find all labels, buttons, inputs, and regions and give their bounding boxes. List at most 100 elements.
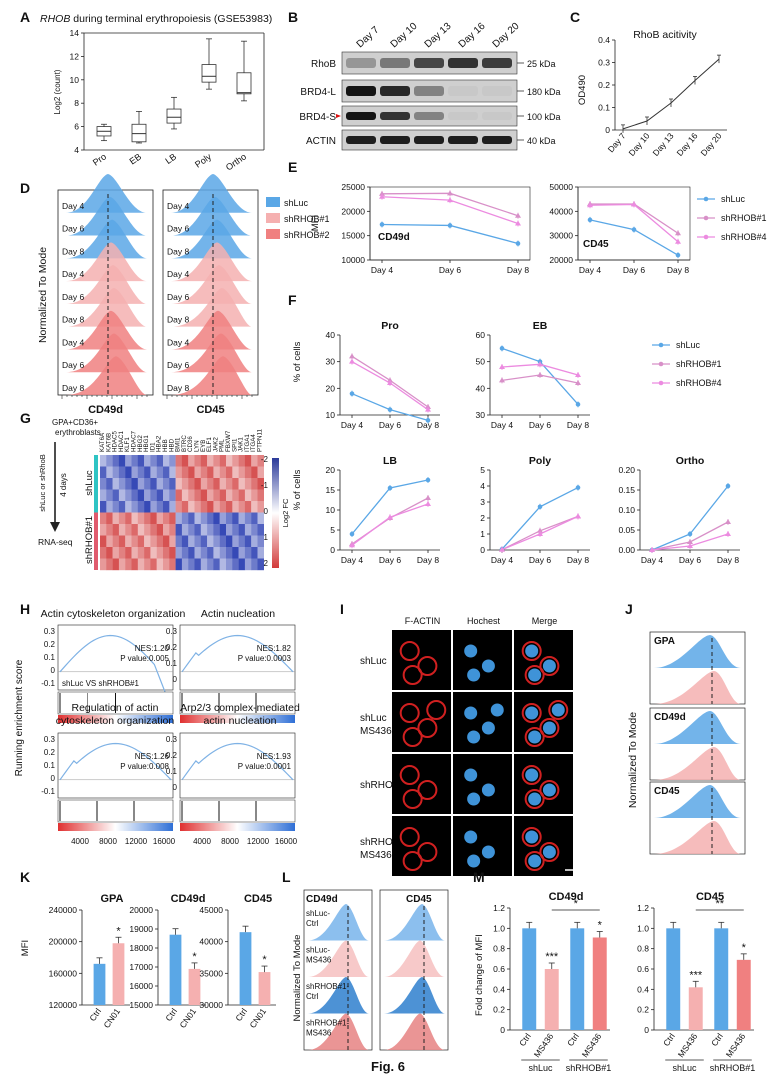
- panel-A-y-tick-label: 12: [70, 51, 80, 61]
- heatmap-cell: [175, 558, 183, 571]
- heatmap-cell: [232, 489, 239, 502]
- panel-K-CD45-bar: [258, 972, 271, 1005]
- panel-F-Ortho-y-tick-label: 0.10: [618, 505, 635, 515]
- heatmap-gene-label: PTPN11: [257, 429, 264, 452]
- panel-A-x-label: LB: [163, 151, 178, 166]
- heatmap-cell: [257, 489, 264, 502]
- panel-M-CD45-y-tick-label: 0.8: [637, 944, 649, 954]
- heatmap-cell: [156, 478, 164, 490]
- gsea-compare-label: shLuc VS shRHOB#1: [62, 679, 139, 688]
- heatmap-cell: [150, 535, 157, 548]
- panel-E-ylabel: MFI: [310, 215, 321, 231]
- panel-M-CD49d-bar: [570, 928, 585, 1030]
- heatmap-cell: [163, 547, 170, 559]
- heatmap-cell: [257, 558, 264, 571]
- panel-F-Ortho-x-tick-label: Day 4: [641, 555, 663, 565]
- blot-band: [380, 136, 410, 144]
- micro-actin-ring: [417, 656, 438, 676]
- heatmap-gene-label: HBG2: [137, 435, 144, 452]
- heatmap-cell: [181, 466, 189, 479]
- panel-K-GPA-y-tick-label: 240000: [49, 905, 78, 915]
- blot-day-label: Day 13: [423, 21, 454, 51]
- micro-actin-ring: [402, 851, 423, 871]
- heatmap-cell: [207, 466, 214, 479]
- legend-label: shLuc: [284, 198, 309, 208]
- group-label: shRHOB#1: [566, 1063, 612, 1073]
- heatmap-cell: [106, 489, 113, 502]
- legend-label: shRHOB#1: [676, 359, 722, 369]
- heatmap-gene-label: LYN: [194, 440, 201, 452]
- heatmap-cell: [175, 535, 183, 548]
- heatmap-cell: [106, 466, 113, 479]
- blot-band: [380, 112, 410, 120]
- micro-actin-ring: [539, 718, 560, 738]
- panel-M-CD45-x-label: Ctrl: [661, 1031, 677, 1048]
- panel-M-CD45-x-label: MS436: [724, 1031, 748, 1059]
- heatmap-cell: [106, 478, 113, 490]
- heatmap-cell: [112, 489, 120, 502]
- significance-star: *: [192, 951, 197, 963]
- panel-K-CD49d-y-tick-label: 19000: [129, 924, 153, 934]
- blot-kda-label: 180 kDa: [527, 87, 561, 97]
- heatmap-cell: [118, 489, 126, 502]
- panel-C-line: [622, 58, 720, 130]
- panel-L-histogram: [308, 904, 369, 941]
- heatmap-cell: [181, 558, 189, 571]
- gsea-frame: [179, 732, 296, 799]
- blot-day-label: Day 16: [457, 21, 488, 51]
- heatmap-scale-tick: 0: [264, 507, 269, 516]
- gsea-title: Regulation of actin: [72, 702, 159, 714]
- heatmap-cell: [144, 466, 151, 479]
- box-LB: [166, 108, 182, 124]
- panel-C-x-label: Day 13: [651, 131, 676, 158]
- heatmap-cell: [112, 455, 120, 467]
- heatmap-cell: [188, 512, 195, 525]
- heatmap-cell: [125, 558, 132, 571]
- panel-F-Poly-y-tick-label: 4: [480, 481, 485, 491]
- panel-F-LB-point: [349, 542, 355, 548]
- panel-F-Pro-title: Pro: [381, 320, 399, 332]
- panel-F-LB-y-tick-label: 5: [330, 525, 335, 535]
- blot-band: [448, 58, 478, 68]
- histogram-xlabel: CD49d: [88, 404, 123, 416]
- micro-actin-ring: [417, 842, 438, 862]
- heatmap-cell: [238, 547, 246, 559]
- heatmap-cell: [200, 524, 208, 536]
- blot-kda-label: 40 kDa: [527, 136, 556, 146]
- gsea-hit-strip: [179, 691, 296, 715]
- panel-F-Pro-point: [425, 406, 431, 412]
- gsea-rank-colorbar: [180, 823, 295, 831]
- heatmap-cell: [131, 455, 138, 467]
- panel-L-marker: CD49d: [306, 894, 338, 905]
- gsea-x-tick: 16000: [153, 837, 176, 846]
- panel-F-Ortho-point: [649, 547, 655, 552]
- micro-actin-ring: [539, 656, 560, 676]
- blot-band: [448, 112, 478, 120]
- heatmap-gene-label: BMI1: [175, 437, 182, 452]
- panel-E1-point: [379, 193, 385, 199]
- histogram-curve: [171, 356, 252, 395]
- panel-M-CD49d-bar: [592, 937, 607, 1030]
- panel-F-Ortho-point: [687, 539, 693, 544]
- panel-E1-x-tick-label: Day 6: [439, 265, 461, 275]
- panel-K-GPA-x-label: CN01: [101, 1006, 122, 1030]
- panel-L-histogram: [308, 977, 369, 1014]
- group-label: shLuc: [672, 1063, 697, 1073]
- heatmap-cell: [175, 524, 183, 536]
- panel-letter-I: I: [340, 601, 344, 617]
- heatmap-cell: [144, 501, 151, 513]
- panel-letter-A: A: [20, 9, 30, 25]
- panel-F-Poly-point: [499, 546, 505, 552]
- gsea-x-tick: 4000: [193, 837, 211, 846]
- significance-star: *: [742, 942, 747, 954]
- micro-col-label: Merge: [532, 616, 558, 626]
- heatmap-cell: [137, 501, 145, 513]
- panel-E2-label: CD45: [583, 239, 609, 250]
- gsea-frame: [57, 624, 174, 691]
- panel-M-CD45-x-label: Ctrl: [709, 1031, 725, 1048]
- heatmap-cell: [181, 524, 189, 536]
- heatmap-cell: [238, 478, 246, 490]
- panel-F-Pro-y-tick-label: 10: [326, 410, 336, 420]
- panel-F-LB-point: [425, 477, 431, 483]
- panel-E2-y-tick-label: 50000: [549, 182, 573, 192]
